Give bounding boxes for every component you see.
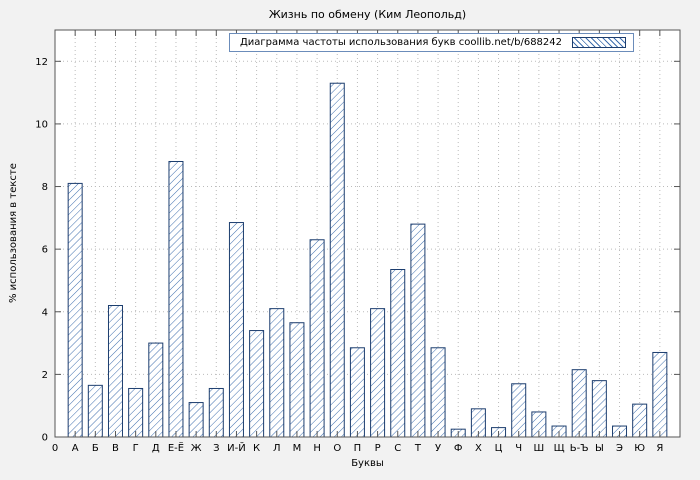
x-tick-label: И-Й <box>227 441 246 454</box>
bar <box>511 383 527 438</box>
x-tick-label: Ц <box>495 443 503 454</box>
x-tick-label: Щ <box>554 443 565 454</box>
x-tick-label: Ж <box>191 443 202 454</box>
x-tick-label: Д <box>152 443 160 454</box>
x-tick-label: Ы <box>595 443 604 454</box>
x-tick-label: О <box>333 443 341 454</box>
bar <box>309 239 325 438</box>
x-tick-label: Ь-Ъ <box>570 443 589 454</box>
x-tick-label: Т <box>414 443 422 454</box>
y-axis-label: % использования в тексте <box>8 163 19 303</box>
bar <box>370 308 386 438</box>
legend: Диаграмма частоты использования букв coo… <box>228 33 634 52</box>
y-tick-label: 12 <box>35 57 48 68</box>
x-tick-label: К <box>253 443 260 454</box>
y-tick-label: 8 <box>42 182 48 193</box>
x-tick-label: У <box>435 443 441 454</box>
y-tick-label: 0 <box>42 433 48 444</box>
x-tick-label: Ю <box>634 443 645 454</box>
bar <box>107 305 123 438</box>
x-tick-label: П <box>354 443 362 454</box>
x-tick-label: М <box>293 443 302 454</box>
bar <box>128 387 144 438</box>
plot-border <box>54 29 681 438</box>
bar <box>430 347 446 438</box>
x-tick-label: Э <box>616 443 623 454</box>
y-tick-label: 2 <box>42 370 48 381</box>
chart-title: Жизнь по обмену (Ким Леопольд) <box>268 8 467 21</box>
x-tick-label: Л <box>273 443 281 454</box>
x-axis-label: Буквы <box>351 458 384 469</box>
x-tick-label: С <box>394 443 401 454</box>
x-tick-label: Ф <box>454 443 463 454</box>
legend-label: Диаграмма частоты использования букв coo… <box>239 37 562 48</box>
bar <box>410 223 426 438</box>
x-tick-label: А <box>72 443 79 454</box>
x-tick-label: Ч <box>515 443 522 454</box>
legend-swatch-hatched <box>572 37 626 48</box>
x-tick-label: Р <box>375 443 381 454</box>
x-tick-label: Г <box>133 443 139 454</box>
bar <box>228 222 244 438</box>
bar <box>208 387 224 438</box>
y-tick-label: 10 <box>35 119 48 130</box>
y-tick-label: 6 <box>42 245 48 256</box>
bar <box>269 308 285 438</box>
x-tick-label: В <box>112 443 119 454</box>
bar <box>349 347 365 438</box>
x-tick-label: Ш <box>534 443 545 454</box>
bar <box>591 380 607 438</box>
x-tick-label: Е-Ё <box>168 441 184 454</box>
bar <box>148 342 164 438</box>
bar <box>390 269 406 438</box>
x-tick-label: Н <box>313 443 321 454</box>
bar <box>168 160 184 438</box>
bar <box>249 330 265 438</box>
bar <box>329 82 345 438</box>
x-tick-label: Х <box>475 443 482 454</box>
bar <box>87 384 103 438</box>
y-tick-label: 4 <box>42 307 48 318</box>
bar <box>289 322 305 438</box>
bar <box>571 369 587 438</box>
bar <box>67 182 83 438</box>
x-tick-label: Я <box>656 443 663 454</box>
x-origin-label: 0 <box>52 443 58 454</box>
x-tick-label: Б <box>92 443 99 454</box>
bar <box>652 351 668 438</box>
x-tick-label: З <box>213 443 219 454</box>
